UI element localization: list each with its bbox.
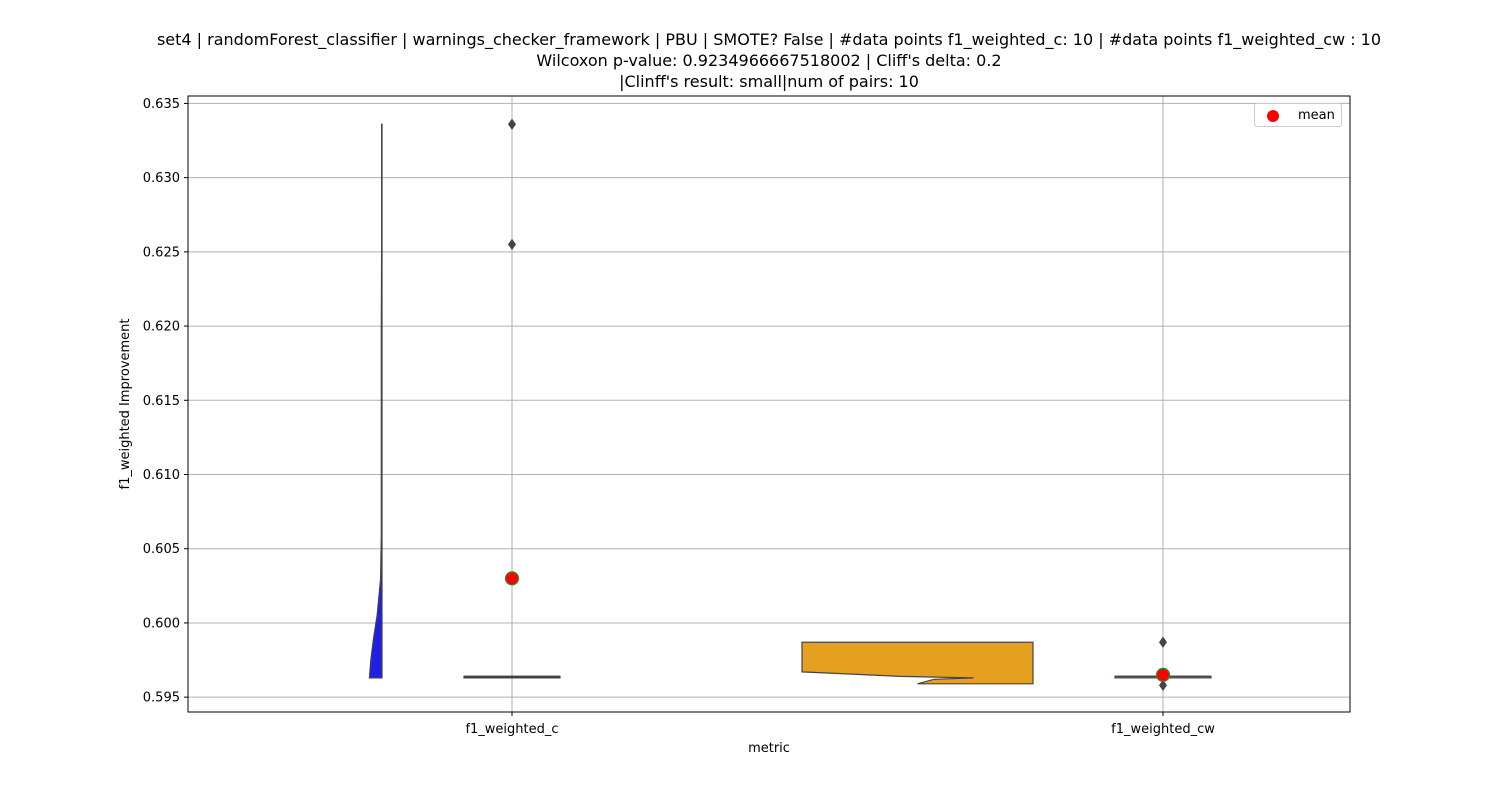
y-tick-label-3: 0.610 <box>143 468 180 483</box>
y-tick-label-0: 0.595 <box>143 691 180 706</box>
chart-title-line-2: Wilcoxon p-value: 0.9234966667518002 | C… <box>536 51 1002 70</box>
violin-f1_weighted_c <box>368 123 383 679</box>
x-axis-label: metric <box>748 741 790 756</box>
y-tick-label-4: 0.615 <box>143 394 180 409</box>
mean-marker-f1_weighted_c <box>504 571 520 586</box>
mean-marker-f1_weighted_cw <box>1155 667 1171 682</box>
legend: mean <box>1254 103 1342 127</box>
y-axis: 0.595 0.600 0.605 0.610 0.615 0.620 0.625 0.630… <box>143 97 188 706</box>
x-tick-label-1: f1_weighted_cw <box>1111 722 1215 737</box>
y-tick-label-1: 0.600 <box>143 616 180 631</box>
y-tick-label-2: 0.605 <box>143 542 180 557</box>
y-axis-label: f1_weighted Improvement <box>118 318 133 489</box>
violin-f1_weighted_cw <box>801 641 1034 685</box>
legend-mean-marker <box>1267 110 1279 122</box>
y-tick-label-7: 0.630 <box>143 171 180 186</box>
y-tick-label-8: 0.635 <box>143 97 180 112</box>
outlier-f1_weighted_cw-1 <box>1159 679 1167 691</box>
y-tick-label-6: 0.625 <box>143 245 180 260</box>
outlier-f1_weighted_cw-0 <box>1159 636 1167 648</box>
outlier-f1_weighted_c-0 <box>508 118 516 130</box>
legend-mean-label: mean <box>1298 108 1335 123</box>
chart-title-line-3: |Clinff's result: small|num of pairs: 10 <box>619 72 919 91</box>
chart-marks <box>504 118 1171 691</box>
outlier-f1_weighted_c-1 <box>508 238 516 251</box>
plot-frame <box>187 95 1351 713</box>
chart-title-line-1: set4 | randomForest_classifier | warning… <box>156 30 1382 49</box>
violins <box>368 123 1034 685</box>
y-tick-label-5: 0.620 <box>143 320 180 335</box>
grid-lines <box>188 96 1350 712</box>
x-tick-label-0: f1_weighted_c <box>465 722 558 737</box>
x-axis: f1_weighted_c f1_weighted_cw <box>465 712 1215 737</box>
box-plots <box>463 675 1212 679</box>
